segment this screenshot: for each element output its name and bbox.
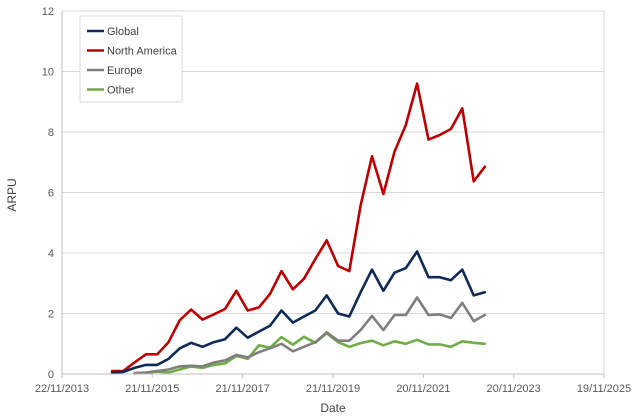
x-tick-label: 21/11/2019 [306,383,360,395]
series-line-global [110,250,487,374]
y-tick-label: 12 [42,6,54,18]
x-tick-label: 20/11/2023 [487,383,541,395]
legend-label-north-america: North America [107,46,178,58]
x-axis-title: Date [320,401,346,415]
y-tick-label: 2 [48,309,54,321]
y-tick-label: 10 [42,67,54,79]
y-tick-labels: 0 2 4 6 8 10 12 [42,6,54,381]
legend-label-other: Other [107,85,135,97]
x-tick-label: 21/11/2015 [125,383,179,395]
series-line-other [133,331,487,375]
axes [61,11,604,375]
y-tick-label: 4 [48,248,54,260]
x-tick-labels: 22/11/2013 21/11/2015 21/11/2017 21/11/2019… [35,374,631,395]
x-tick-label: 20/11/2021 [396,383,450,395]
series-line-north-america [110,82,487,373]
legend-label-europe: Europe [107,65,142,77]
x-tick-label: 22/11/2013 [35,383,89,395]
series-line-europe [133,296,487,375]
legend-label-global: Global [107,26,139,38]
y-axis-title: ARPU [5,178,19,211]
series-lines [110,82,487,375]
x-tick-label: 21/11/2017 [216,383,270,395]
x-tick-label: 19/11/2025 [577,383,631,395]
legend: Global North America Europe Other [79,15,183,103]
y-tick-label: 8 [48,127,54,139]
y-tick-label: 0 [48,369,54,381]
y-tick-label: 6 [48,188,54,200]
